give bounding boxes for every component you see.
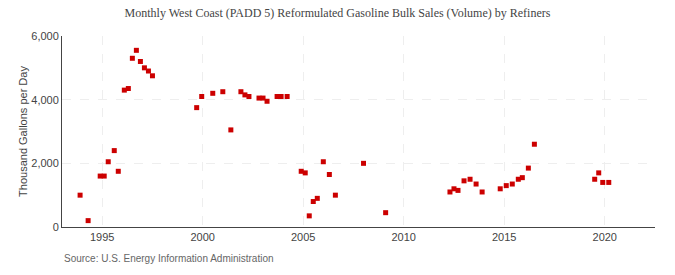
svg-text:0: 0: [53, 221, 59, 233]
svg-text:2005: 2005: [291, 231, 315, 243]
svg-text:2015: 2015: [492, 231, 516, 243]
svg-text:Source: U.S. Energy Informatio: Source: U.S. Energy Information Administ…: [64, 253, 274, 264]
svg-text:Thousand Gallons per Day: Thousand Gallons per Day: [17, 66, 29, 197]
svg-text:4,000: 4,000: [31, 94, 59, 106]
svg-text:2010: 2010: [391, 231, 415, 243]
svg-text:2000: 2000: [190, 231, 214, 243]
svg-text:1995: 1995: [90, 231, 114, 243]
svg-text:2,000: 2,000: [31, 157, 59, 169]
svg-text:Monthly West Coast (PADD 5) Re: Monthly West Coast (PADD 5) Reformulated…: [125, 6, 551, 20]
svg-text:2020: 2020: [593, 231, 617, 243]
svg-text:6,000: 6,000: [31, 30, 59, 42]
